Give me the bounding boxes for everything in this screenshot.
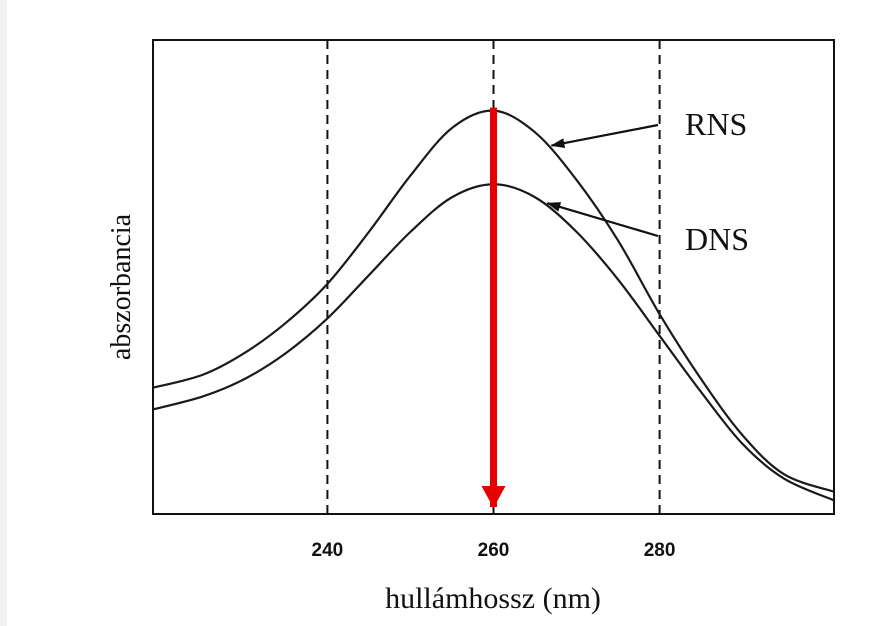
- x-tick-label-280: 280: [644, 540, 676, 561]
- annotations: RNS DNS: [481, 106, 749, 508]
- chart-canvas: 240 260 280 RNS DNS hullámhossz (nm) abszor…: [7, 0, 881, 626]
- x-tick-label-260: 260: [478, 540, 510, 561]
- series-label-dns: DNS: [685, 221, 749, 257]
- y-axis-label: abszorbancia: [106, 213, 137, 360]
- x-axis-label: hullámhossz (nm): [385, 582, 601, 615]
- absorbance-chart: 240 260 280 RNS DNS hullámhossz (nm) abszor…: [106, 39, 835, 615]
- x-tick-labels: 240 260 280: [312, 540, 676, 561]
- series-label-rns: RNS: [685, 106, 747, 142]
- label-arrow-dns: [546, 202, 659, 238]
- label-arrow-rns: [550, 123, 659, 149]
- x-tick-label-240: 240: [312, 540, 344, 561]
